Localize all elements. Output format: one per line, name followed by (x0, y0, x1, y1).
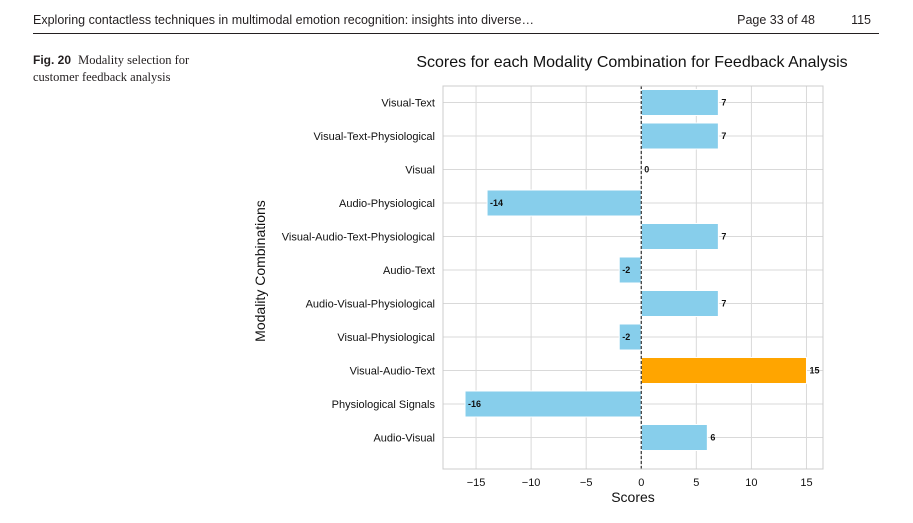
x-tick-label: 5 (693, 477, 699, 489)
figure-label: Fig. 20 (33, 53, 72, 67)
bar-value-label: 6 (710, 433, 715, 443)
caption-text: Modality selection for customer feedback… (33, 53, 190, 84)
bar-value-label: 7 (721, 232, 726, 242)
x-axis-title: Scores (611, 489, 655, 505)
y-tick-label: Visual-Audio-Text-Physiological (282, 232, 435, 244)
bar (640, 122, 719, 150)
y-tick-label: Visual-Audio-Text (350, 366, 435, 378)
folio: 115 (851, 13, 871, 27)
bar (640, 89, 719, 116)
running-head: Exploring contactless techniques in mult… (33, 9, 879, 31)
y-tick-label: Audio-Visual (373, 433, 435, 445)
bar (486, 189, 642, 217)
x-tick-label: 0 (638, 477, 644, 489)
plot-frame (442, 85, 824, 470)
plot-area: −15 −10 −5 0 5 10 15 Visual-Text Visual-Text-Phy… (282, 85, 824, 489)
bar (464, 390, 642, 418)
x-tick-label: −5 (580, 477, 593, 489)
bar-value-label: -2 (622, 265, 630, 275)
chart-title: Scores for each Modality Combination for… (416, 54, 847, 71)
bar (640, 357, 807, 384)
bar (618, 256, 642, 284)
x-tick-label: 15 (800, 477, 812, 489)
y-tick-label: Physiological Signals (332, 399, 436, 411)
y-tick-label: Audio-Visual-Physiological (306, 299, 435, 311)
bar-value-label: 7 (721, 299, 726, 309)
bar-value-label: 0 (644, 165, 649, 175)
bar-value-label: 7 (721, 98, 726, 108)
running-title: Exploring contactless techniques in mult… (33, 13, 534, 27)
bar (640, 424, 708, 451)
bar (640, 223, 719, 250)
x-tick-label: −10 (522, 477, 541, 489)
y-tick-label: Visual (405, 165, 435, 177)
y-tick-label: Visual-Physiological (337, 332, 435, 344)
y-tick-label: Visual-Text (381, 98, 435, 110)
x-tick-label: −15 (467, 477, 486, 489)
y-tick-label: Visual-Text-Physiological (314, 131, 435, 143)
bar-value-label: -2 (622, 332, 630, 342)
y-tick-label: Audio-Text (383, 265, 435, 277)
bar-value-label: -16 (468, 399, 481, 409)
y-axis-title: Modality Combinations (252, 200, 268, 342)
y-tick-label: Audio-Physiological (339, 198, 435, 210)
bar-value-label: 15 (809, 366, 819, 376)
bar (640, 290, 719, 317)
bar-value-label: 7 (721, 131, 726, 141)
bar-value-label: -14 (490, 198, 503, 208)
figure-caption: Fig. 20 Modality selection for customer … (33, 52, 233, 86)
page-label: Page 33 of 48 (737, 13, 815, 27)
header-rule (33, 33, 879, 34)
x-tick-label: 10 (745, 477, 757, 489)
